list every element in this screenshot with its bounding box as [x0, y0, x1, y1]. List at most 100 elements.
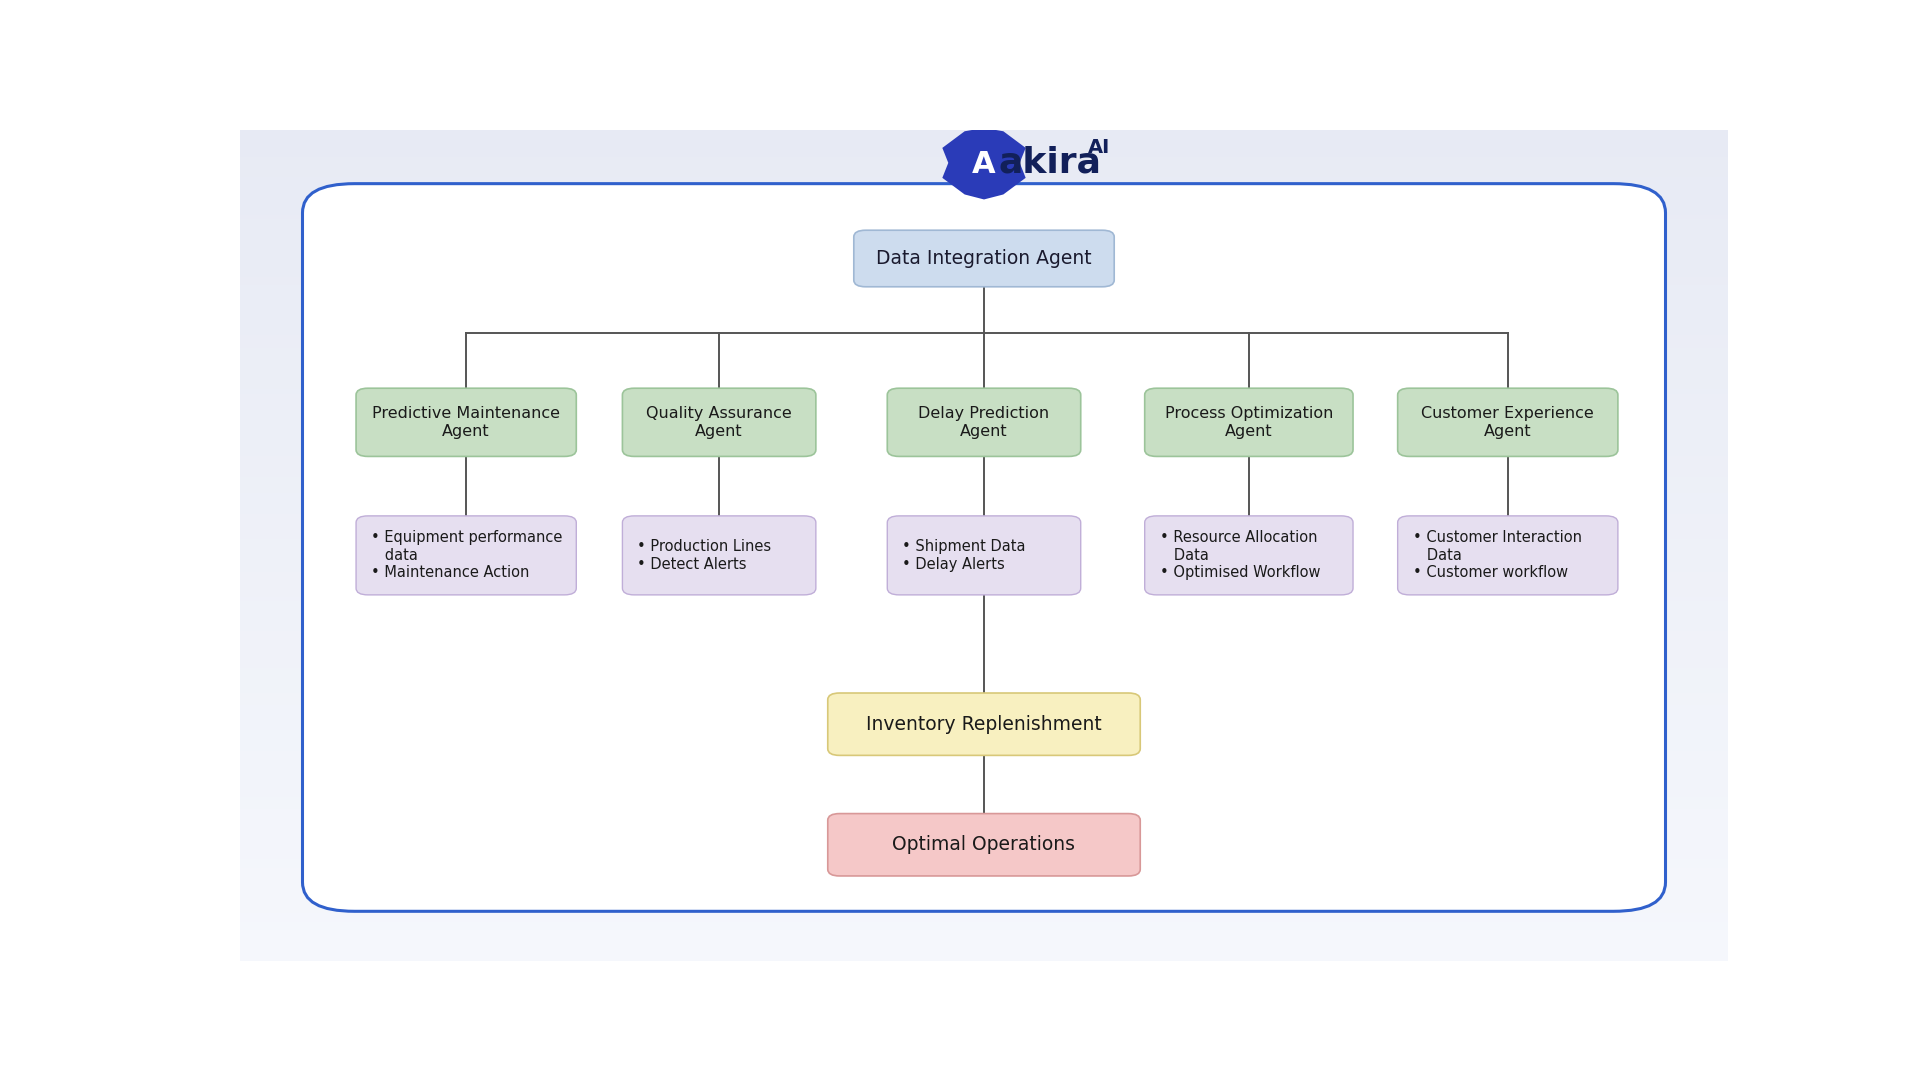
Bar — [240, 936, 1728, 941]
Text: • Customer Interaction
   Data
• Customer workflow: • Customer Interaction Data • Customer w… — [1413, 530, 1582, 580]
Bar — [240, 720, 1728, 725]
Text: akira: akira — [998, 146, 1102, 180]
Bar — [240, 811, 1728, 815]
Bar — [240, 712, 1728, 716]
Bar — [240, 862, 1728, 865]
FancyBboxPatch shape — [828, 693, 1140, 755]
Bar — [240, 941, 1728, 945]
Text: Predictive Maintenance
Agent: Predictive Maintenance Agent — [372, 406, 561, 438]
Bar — [240, 167, 1728, 171]
Bar — [240, 483, 1728, 487]
Bar — [240, 894, 1728, 899]
Bar — [240, 696, 1728, 699]
FancyBboxPatch shape — [622, 388, 816, 457]
Bar — [240, 845, 1728, 849]
Bar — [240, 782, 1728, 786]
Bar — [240, 849, 1728, 853]
Bar — [240, 953, 1728, 957]
Bar — [240, 666, 1728, 670]
Bar — [240, 699, 1728, 703]
Bar — [240, 146, 1728, 150]
Bar — [240, 633, 1728, 637]
Text: • Equipment performance
   data
• Maintenance Action: • Equipment performance data • Maintenan… — [371, 530, 563, 580]
Bar — [240, 449, 1728, 454]
Bar — [240, 570, 1728, 575]
Bar — [240, 309, 1728, 312]
Bar — [240, 754, 1728, 757]
Text: A: A — [972, 150, 995, 179]
Bar — [240, 458, 1728, 462]
Bar — [240, 213, 1728, 217]
Bar — [240, 815, 1728, 820]
FancyBboxPatch shape — [355, 516, 576, 595]
Bar — [240, 707, 1728, 712]
Bar — [240, 858, 1728, 862]
Bar — [240, 529, 1728, 532]
Bar — [240, 233, 1728, 238]
Bar — [240, 143, 1728, 146]
Text: AI: AI — [1089, 138, 1110, 158]
Bar — [240, 354, 1728, 359]
Bar — [240, 541, 1728, 545]
Bar — [240, 467, 1728, 471]
Bar — [240, 642, 1728, 645]
Bar — [240, 325, 1728, 329]
Bar — [240, 408, 1728, 413]
Text: Data Integration Agent: Data Integration Agent — [876, 249, 1092, 268]
Bar — [240, 163, 1728, 167]
Bar — [240, 462, 1728, 467]
Bar — [240, 370, 1728, 375]
Bar — [240, 957, 1728, 961]
Bar — [240, 670, 1728, 674]
Bar — [240, 741, 1728, 745]
Bar — [240, 471, 1728, 475]
Bar — [240, 916, 1728, 920]
Bar — [240, 238, 1728, 242]
Bar — [240, 649, 1728, 653]
Bar — [240, 604, 1728, 608]
Bar — [240, 337, 1728, 341]
Bar — [240, 732, 1728, 737]
Bar — [240, 200, 1728, 204]
Bar — [240, 616, 1728, 620]
Bar — [240, 251, 1728, 255]
FancyBboxPatch shape — [1398, 516, 1619, 595]
Bar — [240, 221, 1728, 226]
Bar — [240, 525, 1728, 529]
FancyBboxPatch shape — [854, 230, 1114, 287]
Bar — [240, 599, 1728, 604]
Bar — [240, 296, 1728, 300]
Bar — [240, 683, 1728, 687]
Bar — [240, 591, 1728, 595]
Bar — [240, 903, 1728, 907]
Bar — [240, 375, 1728, 379]
Bar — [240, 150, 1728, 154]
Bar — [240, 400, 1728, 404]
Bar — [240, 737, 1728, 741]
Bar — [240, 350, 1728, 354]
Bar — [240, 566, 1728, 570]
Bar — [240, 750, 1728, 754]
Bar — [240, 392, 1728, 395]
Bar — [240, 366, 1728, 370]
Bar — [240, 188, 1728, 192]
Bar — [240, 321, 1728, 325]
Bar — [240, 512, 1728, 516]
Bar — [240, 204, 1728, 208]
Bar — [240, 192, 1728, 197]
Bar — [240, 658, 1728, 662]
Bar — [240, 516, 1728, 521]
Bar — [240, 579, 1728, 583]
Bar — [240, 359, 1728, 363]
Bar — [240, 779, 1728, 782]
Bar — [240, 271, 1728, 275]
Bar — [240, 446, 1728, 449]
FancyBboxPatch shape — [828, 813, 1140, 876]
Bar — [240, 537, 1728, 541]
Bar — [240, 878, 1728, 882]
Bar — [240, 316, 1728, 321]
Bar — [240, 828, 1728, 833]
Bar — [240, 429, 1728, 433]
Bar — [240, 413, 1728, 417]
Bar — [240, 171, 1728, 175]
